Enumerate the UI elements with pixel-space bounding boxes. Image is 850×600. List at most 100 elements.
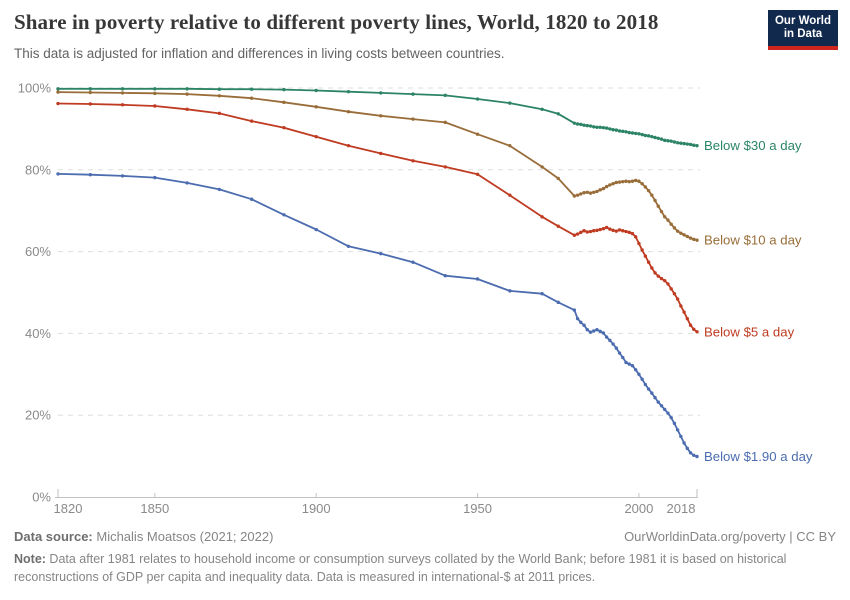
series-point-below-1-90[interactable] bbox=[608, 338, 612, 343]
series-point-below-5[interactable] bbox=[88, 102, 92, 106]
series-point-below-30[interactable] bbox=[650, 134, 654, 139]
series-point-below-1-90[interactable] bbox=[640, 377, 644, 381]
series-point-below-5[interactable] bbox=[633, 235, 638, 239]
series-point-below-30[interactable] bbox=[682, 141, 686, 146]
series-point-below-1-90[interactable] bbox=[637, 372, 641, 376]
series-point-below-30[interactable] bbox=[685, 142, 690, 146]
series-point-below-30[interactable] bbox=[663, 138, 667, 143]
series-point-below-5[interactable] bbox=[617, 228, 622, 232]
series-point-below-1-90[interactable] bbox=[611, 342, 615, 346]
series-point-below-10[interactable] bbox=[120, 91, 125, 95]
series-point-below-30[interactable] bbox=[556, 112, 560, 116]
series-point-below-5[interactable] bbox=[646, 260, 651, 264]
series-point-below-30[interactable] bbox=[411, 92, 415, 96]
series-point-below-5[interactable] bbox=[672, 292, 677, 296]
series-point-below-1-90[interactable] bbox=[617, 351, 622, 355]
series-point-below-5[interactable] bbox=[624, 229, 628, 234]
series-point-below-5[interactable] bbox=[614, 229, 619, 233]
series-point-below-30[interactable] bbox=[508, 101, 512, 105]
series-point-below-10[interactable] bbox=[614, 180, 619, 185]
series-point-below-1-90[interactable] bbox=[217, 187, 222, 192]
series-point-below-30[interactable] bbox=[379, 91, 383, 95]
series-point-below-1-90[interactable] bbox=[153, 175, 157, 180]
series-point-below-10[interactable] bbox=[540, 165, 544, 169]
series-point-below-30[interactable] bbox=[475, 97, 480, 101]
series-point-below-1-90[interactable] bbox=[585, 328, 589, 332]
series-point-below-10[interactable] bbox=[685, 234, 690, 239]
series-point-below-30[interactable] bbox=[672, 140, 677, 144]
series-point-below-10[interactable] bbox=[56, 90, 60, 94]
series-point-below-1-90[interactable] bbox=[679, 434, 683, 439]
series-point-below-1-90[interactable] bbox=[643, 382, 648, 387]
series-point-below-1-90[interactable] bbox=[675, 428, 680, 432]
series-point-below-5[interactable] bbox=[556, 224, 560, 228]
series-point-below-5[interactable] bbox=[56, 101, 60, 106]
series-point-below-30[interactable] bbox=[120, 87, 125, 91]
series-point-below-10[interactable] bbox=[679, 231, 683, 235]
series-point-below-30[interactable] bbox=[572, 121, 577, 125]
series-point-below-10[interactable] bbox=[601, 186, 606, 191]
series-point-below-5[interactable] bbox=[640, 248, 644, 252]
series-point-below-1-90[interactable] bbox=[614, 346, 619, 350]
series-point-below-10[interactable] bbox=[617, 180, 622, 184]
series-point-below-5[interactable] bbox=[582, 229, 586, 233]
series-point-below-10[interactable] bbox=[556, 176, 560, 181]
series-point-below-5[interactable] bbox=[653, 271, 657, 275]
series-point-below-30[interactable] bbox=[598, 125, 602, 129]
series-point-below-10[interactable] bbox=[379, 114, 383, 118]
series-point-below-10[interactable] bbox=[88, 90, 92, 95]
series-point-below-5[interactable] bbox=[659, 276, 664, 281]
series-point-below-10[interactable] bbox=[656, 204, 660, 208]
series-point-below-5[interactable] bbox=[379, 151, 383, 156]
series-point-below-1-90[interactable] bbox=[659, 404, 664, 408]
series-point-below-1-90[interactable] bbox=[411, 260, 415, 264]
series-point-below-5[interactable] bbox=[679, 304, 683, 308]
series-point-below-1-90[interactable] bbox=[630, 364, 635, 368]
series-point-below-1-90[interactable] bbox=[346, 244, 351, 248]
series-point-below-1-90[interactable] bbox=[582, 323, 586, 327]
series-point-below-5[interactable] bbox=[669, 287, 673, 291]
series-point-below-5[interactable] bbox=[650, 266, 654, 270]
series-point-below-1-90[interactable] bbox=[604, 335, 609, 339]
series-point-below-10[interactable] bbox=[611, 182, 615, 186]
series-point-below-30[interactable] bbox=[617, 129, 622, 133]
series-point-below-30[interactable] bbox=[588, 124, 593, 128]
series-point-below-30[interactable] bbox=[56, 87, 60, 91]
series-point-below-1-90[interactable] bbox=[646, 387, 651, 391]
series-point-below-30[interactable] bbox=[592, 125, 596, 129]
series-point-below-1-90[interactable] bbox=[540, 292, 544, 296]
series-point-below-10[interactable] bbox=[643, 185, 648, 189]
series-point-below-1-90[interactable] bbox=[656, 400, 660, 404]
series-point-below-10[interactable] bbox=[411, 117, 415, 121]
series-point-below-10[interactable] bbox=[630, 179, 635, 183]
series-point-below-10[interactable] bbox=[663, 215, 667, 219]
series-point-below-5[interactable] bbox=[688, 323, 693, 327]
series-point-below-10[interactable] bbox=[508, 143, 512, 148]
series-point-below-10[interactable] bbox=[640, 182, 644, 186]
series-point-below-10[interactable] bbox=[598, 188, 602, 192]
series-point-below-5[interactable] bbox=[601, 226, 606, 231]
series-point-below-30[interactable] bbox=[688, 142, 693, 147]
series-point-below-10[interactable] bbox=[579, 192, 583, 196]
series-point-below-10[interactable] bbox=[588, 191, 593, 195]
series-point-below-10[interactable] bbox=[185, 92, 189, 96]
series-point-below-10[interactable] bbox=[249, 96, 254, 100]
series-point-below-1-90[interactable] bbox=[249, 197, 254, 201]
series-point-below-5[interactable] bbox=[637, 241, 641, 246]
series-point-below-1-90[interactable] bbox=[621, 355, 625, 360]
series-point-below-30[interactable] bbox=[88, 87, 92, 91]
series-point-below-1-90[interactable] bbox=[120, 174, 125, 178]
series-point-below-30[interactable] bbox=[630, 131, 635, 135]
series-point-below-1-90[interactable] bbox=[688, 451, 693, 455]
series-point-below-1-90[interactable] bbox=[695, 454, 699, 459]
series-point-below-30[interactable] bbox=[621, 129, 625, 134]
series-point-below-10[interactable] bbox=[346, 110, 351, 114]
series-point-below-10[interactable] bbox=[443, 120, 447, 125]
series-point-below-1-90[interactable] bbox=[572, 308, 577, 312]
series-point-below-1-90[interactable] bbox=[588, 330, 593, 334]
series-point-below-10[interactable] bbox=[604, 184, 609, 189]
series-point-below-1-90[interactable] bbox=[633, 368, 638, 372]
series-point-below-10[interactable] bbox=[633, 178, 638, 183]
series-point-below-5[interactable] bbox=[592, 229, 596, 233]
series-point-below-5[interactable] bbox=[685, 316, 690, 321]
